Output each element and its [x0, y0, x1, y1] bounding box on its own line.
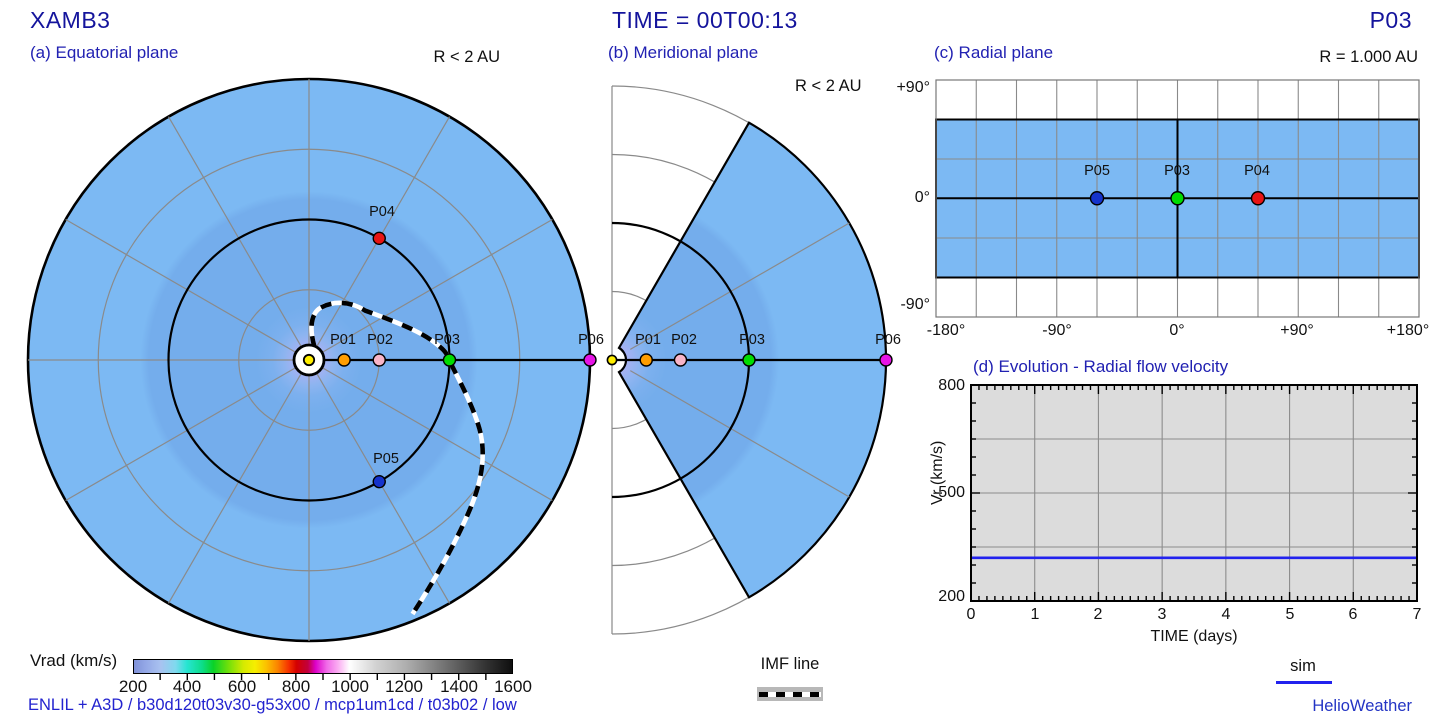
- planet-p03-label-a: P03: [434, 332, 460, 348]
- panel-d-xtick-3: 3: [1157, 606, 1167, 623]
- panel-b-range-label: R < 2 AU: [795, 77, 862, 95]
- panel-d-xtick-6: 6: [1348, 606, 1358, 623]
- time-label: TIME = 00T00:13: [612, 7, 798, 33]
- panel-c-radial-plot: [935, 79, 1420, 318]
- planet-p05-dot: [1089, 191, 1105, 206]
- panel-d-ytick-200: 200: [938, 588, 965, 605]
- panel-c-xtick-0: 0°: [1169, 322, 1185, 339]
- panel-a-spokes: [28, 79, 553, 641]
- panel-d-title: (d) Evolution - Radial flow velocity: [973, 357, 1229, 376]
- panel-b-title: (b) Meridional plane: [608, 43, 759, 62]
- planet-p06-label-b: P06: [875, 332, 901, 348]
- panel-d-xtick-7: 7: [1412, 606, 1422, 623]
- planet-p01-label-b: P01: [635, 332, 661, 348]
- panel-d-xtick-1: 1: [1030, 606, 1040, 623]
- run-id-title: XAMB3: [30, 7, 111, 33]
- panel-b-meridional-plot: [606, 85, 893, 635]
- imf-spiral-line: [309, 300, 485, 616]
- planet-p06-dot: [879, 353, 893, 367]
- panel-b-planet-dots: [639, 353, 893, 367]
- imf-legend-label: IMF line: [760, 655, 820, 673]
- colorbar-tick-1600: 1600: [494, 677, 532, 696]
- colorbar-ticks: [159, 673, 487, 680]
- panel-c-planet-dots: [1089, 191, 1266, 206]
- panel-d-ytick-500: 500: [938, 484, 965, 501]
- colorbar-tick-1400: 1400: [440, 677, 478, 696]
- panel-c-border: [935, 79, 1420, 318]
- panel-a-equatorial-plot: [26, 77, 597, 643]
- panel-d-ylabel: Vr (km/s): [929, 440, 947, 505]
- planet-p04-dot: [372, 231, 386, 246]
- panel-c-xtick-m90: -90°: [1042, 322, 1072, 339]
- panel-c-ytick-p90: +90°: [896, 79, 930, 96]
- colorbar-tick-1000: 1000: [331, 677, 369, 696]
- colorbar-gradient: [133, 659, 513, 674]
- planet-p03-dot: [742, 353, 756, 367]
- probe-label: P03: [1369, 7, 1412, 33]
- colorbar-tick-600: 600: [227, 677, 257, 696]
- colorbar-label: Vrad (km/s): [30, 651, 118, 670]
- planet-p02-label-a: P02: [367, 332, 393, 348]
- sun-icon: [302, 353, 316, 367]
- panel-d-xtick-5: 5: [1285, 606, 1295, 623]
- model-string: ENLIL + A3D / b30d120t03v30-g53x00 / mcp…: [28, 696, 517, 714]
- panel-c-title: (c) Radial plane: [934, 43, 1054, 62]
- planet-p05-label-c: P05: [1084, 163, 1110, 179]
- panel-a-range-label: R < 2 AU: [433, 48, 501, 66]
- panel-c-xtick-m180: -180°: [926, 322, 966, 339]
- planet-p05-dot: [372, 474, 386, 489]
- planet-p03-label-c: P03: [1164, 163, 1190, 179]
- panel-b-spoke-minus30: [630, 370, 850, 498]
- planet-p03-dot: [1170, 191, 1185, 206]
- panel-c-xtick-p90: +90°: [1280, 322, 1314, 339]
- planet-p06-dot: [583, 353, 597, 367]
- panel-d-xtick-0: 0: [966, 606, 976, 623]
- colorbar-tick-200: 200: [118, 677, 148, 696]
- planet-p02-label-b: P02: [671, 332, 697, 348]
- colorbar-tick-1200: 1200: [385, 677, 423, 696]
- panel-d-evolution-plot: [970, 384, 1418, 602]
- panel-a-title: (a) Equatorial plane: [30, 43, 179, 62]
- planet-p04-label-c: P04: [1244, 163, 1270, 179]
- sim-legend-label: sim: [1290, 657, 1316, 675]
- panel-d-xtick-4: 4: [1221, 606, 1231, 623]
- planet-p04-dot: [1250, 191, 1266, 206]
- planet-p02-dot: [372, 353, 386, 367]
- panel-d-ticks: [970, 384, 1418, 602]
- panel-d-xlabel: TIME (days): [1150, 628, 1238, 645]
- planet-p03-label-b: P03: [739, 332, 765, 348]
- colorbar-tick-400: 400: [172, 677, 202, 696]
- imf-line-swatch: [757, 687, 823, 701]
- planet-p03-dot: [442, 353, 457, 367]
- panel-a-planet-dots: [337, 231, 597, 489]
- planet-p01-dot: [639, 353, 653, 367]
- planet-p06-label-a: P06: [578, 332, 604, 348]
- colorbar-tick-800: 800: [281, 677, 311, 696]
- sun-icon: [606, 354, 618, 366]
- planet-p04-label-a: P04: [369, 204, 395, 220]
- panel-c-ytick-m90: -90°: [900, 296, 930, 313]
- planet-p01-label-a: P01: [330, 332, 356, 348]
- panel-d-xtick-2: 2: [1093, 606, 1103, 623]
- panel-c-radius-label: R = 1.000 AU: [1319, 48, 1418, 66]
- sim-line-swatch: [1276, 681, 1332, 684]
- panel-c-ytick-0: 0°: [914, 189, 930, 206]
- panel-d-ytick-800: 800: [938, 377, 965, 394]
- planet-p05-label-a: P05: [373, 451, 399, 467]
- panel-d-grid: [971, 385, 1417, 601]
- planet-p01-dot: [337, 353, 351, 367]
- panel-b-spoke-plus30: [630, 222, 850, 350]
- brand-label: HelioWeather: [1312, 697, 1412, 715]
- panel-d-border: [970, 384, 1418, 602]
- planet-p02-dot: [673, 353, 688, 367]
- panel-c-xtick-p180: +180°: [1386, 322, 1430, 339]
